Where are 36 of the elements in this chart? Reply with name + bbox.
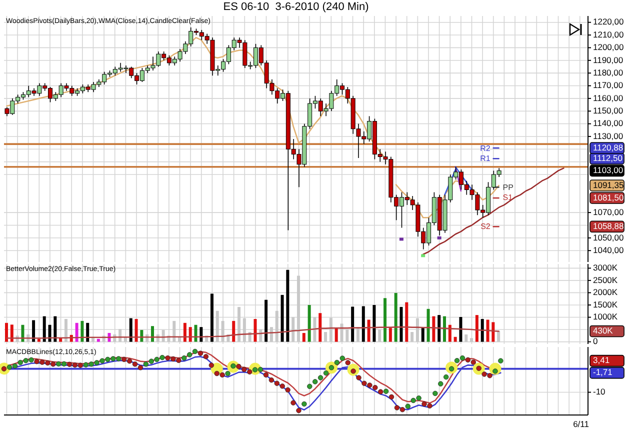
series-label: R1 (480, 154, 490, 164)
y-tick-label: 430K (593, 326, 614, 336)
y-tick-label: 1140,00 (593, 118, 624, 128)
y-tick-label: -1,71 (593, 367, 613, 378)
y-tick-label: -10 (593, 386, 606, 397)
y-tick-label: 1120,88 (593, 142, 624, 152)
y-tick-label: 1130,00 (593, 130, 624, 141)
series-label: PP (502, 182, 514, 192)
y-tick-label: 1050,00 (593, 232, 624, 242)
y-tick-label: 1081,50 (593, 192, 624, 202)
y-tick-label: 2500K (593, 274, 618, 285)
series-label: S2 (480, 222, 490, 232)
y-tick-label: 1200,00 (593, 42, 624, 52)
y-tick-label: 1160,00 (593, 92, 624, 103)
y-tick-label: 1112,50 (593, 153, 623, 164)
y-tick-label: 1000K (593, 312, 618, 322)
y-tick-label: 1210,00 (593, 29, 624, 40)
text: 6/11 (573, 419, 589, 429)
y-tick-label: 1040,00 (593, 244, 624, 255)
series-label: R2 (480, 144, 490, 153)
y-tick-label: 1150,00 (593, 105, 624, 116)
y-tick-label: 1058,88 (593, 221, 624, 232)
y-tick-label: 1500K (593, 299, 618, 310)
y-tick-label: 3,41 (593, 355, 610, 366)
y-tick-label: 3000K (593, 262, 618, 273)
series-label: S1 (502, 193, 513, 202)
y-tick-label: 1091,35 (593, 180, 624, 190)
y-tick-label: 0 (593, 336, 598, 346)
y-tick-label: 2000K (593, 287, 618, 298)
chart-title: ES 06-10 3-6-2010 (240 Min) (222, 1, 370, 14)
y-tick-label: 1170,00 (593, 80, 624, 90)
y-tick-label: 1220,00 (593, 16, 624, 27)
y-tick-label: 1103,00 (593, 165, 624, 176)
y-tick-label: 1190,00 (593, 54, 624, 65)
y-tick-label: 1070,00 (593, 206, 624, 217)
y-tick-label: 1180,00 (593, 67, 624, 78)
